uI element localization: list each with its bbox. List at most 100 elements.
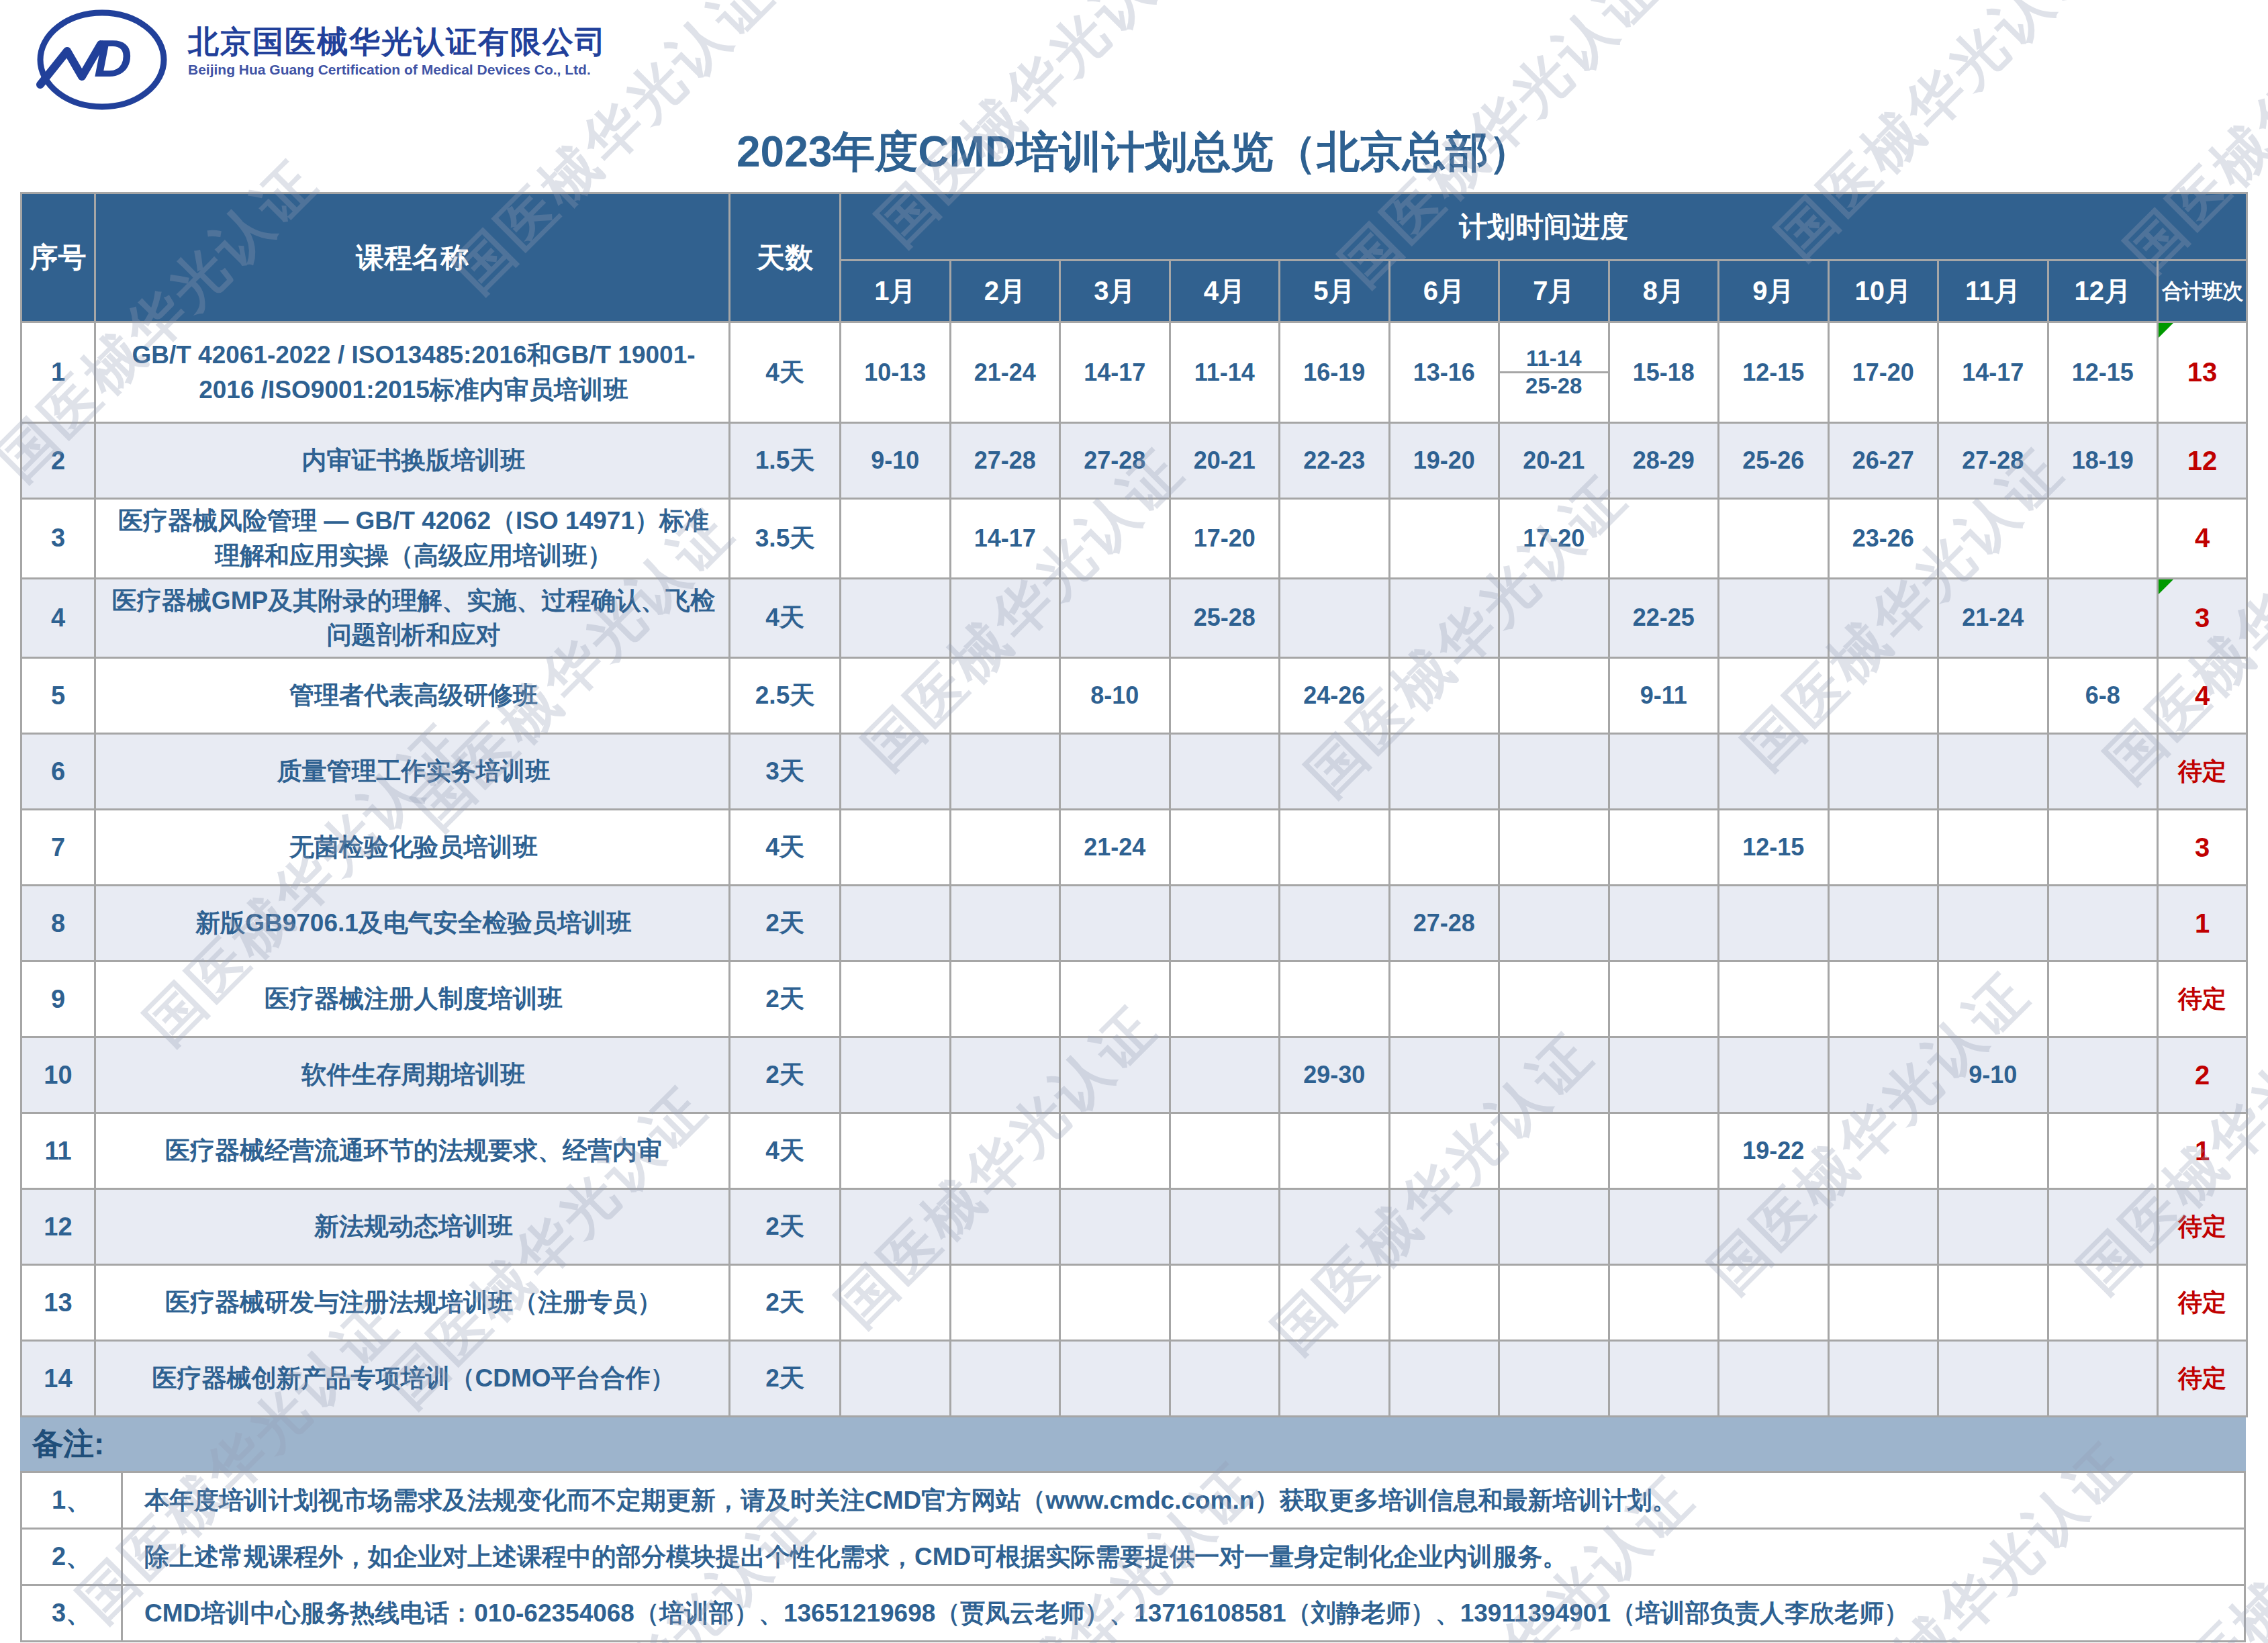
month-schedule-cell	[1719, 1189, 1829, 1265]
month-schedule-cell	[2048, 578, 2158, 658]
month-schedule-cell	[1060, 961, 1170, 1037]
month-schedule-cell: 14-17	[1060, 322, 1170, 423]
month-schedule-cell	[1938, 658, 2048, 734]
course-name-cell: 医疗器械经营流通环节的法规要求、经营内审	[95, 1113, 730, 1189]
month-schedule-cell	[1280, 1189, 1390, 1265]
month-schedule-cell: 9-10	[1938, 1037, 2048, 1113]
month-schedule-cell	[1938, 1113, 2048, 1189]
month-schedule-cell: 14-17	[950, 499, 1060, 579]
month-schedule-cell	[2048, 499, 2158, 579]
month-schedule-cell: 21-24	[1060, 810, 1170, 886]
month-schedule-cell	[1170, 1037, 1280, 1113]
month-schedule-cell	[1828, 1189, 1938, 1265]
header-month-2: 2月	[950, 261, 1060, 322]
days-cell: 2.5天	[730, 658, 841, 734]
header-month-4: 4月	[1170, 261, 1280, 322]
row-index-cell: 2	[21, 423, 95, 499]
month-schedule-cell	[1389, 499, 1499, 579]
month-schedule-cell	[1280, 886, 1390, 961]
month-schedule-cell	[1938, 1341, 2048, 1417]
row-index-cell: 9	[21, 961, 95, 1037]
month-schedule-cell	[1170, 1341, 1280, 1417]
company-name-en: Beijing Hua Guang Certification of Medic…	[188, 62, 607, 78]
total-sessions-cell: 待定	[2158, 1341, 2247, 1417]
table-row: 3医疗器械风险管理 — GB/T 42062（ISO 14971）标准理解和应用…	[21, 499, 2247, 579]
month-schedule-cell	[1060, 734, 1170, 810]
course-name-cell: 内审证书换版培训班	[95, 423, 730, 499]
month-schedule-cell: 14-17	[1938, 322, 2048, 423]
days-cell: 2天	[730, 1189, 841, 1265]
month-schedule-cell	[1389, 1341, 1499, 1417]
notes-table: 1、 本年度培训计划视市场需求及法规变化而不定期更新，请及时关注CMD官方网站（…	[20, 1471, 2246, 1642]
month-schedule-cell	[2048, 1189, 2158, 1265]
company-name-cn: 北京国医械华光认证有限公司	[188, 24, 607, 60]
month-schedule-cell	[950, 578, 1060, 658]
course-name-cell: 管理者代表高级研修班	[95, 658, 730, 734]
header-index: 序号	[21, 193, 95, 322]
month-schedule-cell	[1280, 1265, 1390, 1341]
month-schedule-cell	[1499, 1265, 1609, 1341]
month-schedule-cell	[1060, 499, 1170, 579]
month-schedule-cell	[2048, 810, 2158, 886]
total-sessions-cell: 待定	[2158, 961, 2247, 1037]
month-schedule-cell: 9-11	[1609, 658, 1719, 734]
total-sessions-cell: 12	[2158, 423, 2247, 499]
month-schedule-cell	[1060, 886, 1170, 961]
month-schedule-cell	[1389, 734, 1499, 810]
month-schedule-cell	[1499, 734, 1609, 810]
row-index-cell: 5	[21, 658, 95, 734]
header-schedule: 计划时间进度	[841, 193, 2247, 261]
month-schedule-cell: 19-22	[1719, 1113, 1829, 1189]
month-schedule-cell	[950, 658, 1060, 734]
course-name-cell: 新版GB9706.1及电气安全检验员培训班	[95, 886, 730, 961]
month-schedule-cell	[1060, 1037, 1170, 1113]
days-cell: 4天	[730, 322, 841, 423]
month-schedule-cell	[1060, 1189, 1170, 1265]
month-schedule-cell: 24-26	[1280, 658, 1390, 734]
table-row: 10软件生存周期培训班2天29-309-102	[21, 1037, 2247, 1113]
month-schedule-cell: 17-20	[1828, 322, 1938, 423]
green-corner-marker-icon	[2159, 579, 2173, 594]
total-sessions-cell: 2	[2158, 1037, 2247, 1113]
month-schedule-cell: 17-20	[1499, 499, 1609, 579]
month-schedule-cell: 21-24	[1938, 578, 2048, 658]
month-schedule-cell	[1609, 1189, 1719, 1265]
month-schedule-cell	[1499, 1037, 1609, 1113]
month-schedule-cell	[841, 886, 951, 961]
note-text: 除上述常规课程外，如企业对上述课程中的部分模块提出个性化需求，CMD可根据实际需…	[122, 1529, 2245, 1585]
table-row: 7无菌检验化验员培训班4天21-2412-153	[21, 810, 2247, 886]
month-schedule-cell: 29-30	[1280, 1037, 1390, 1113]
course-name-cell: 医疗器械注册人制度培训班	[95, 961, 730, 1037]
month-schedule-cell	[1938, 1265, 2048, 1341]
days-cell: 1.5天	[730, 423, 841, 499]
course-name-cell: 医疗器械GMP及其附录的理解、实施、过程确认、飞检问题剖析和应对	[95, 578, 730, 658]
total-sessions-cell: 4	[2158, 499, 2247, 579]
days-cell: 2天	[730, 886, 841, 961]
month-schedule-cell: 25-28	[1170, 578, 1280, 658]
month-schedule-cell	[950, 961, 1060, 1037]
course-name-cell: 医疗器械创新产品专项培训（CDMO平台合作）	[95, 1341, 730, 1417]
days-cell: 2天	[730, 961, 841, 1037]
note-row: 2、 除上述常规课程外，如企业对上述课程中的部分模块提出个性化需求，CMD可根据…	[21, 1529, 2245, 1585]
month-schedule-cell	[1389, 1113, 1499, 1189]
month-schedule-cell	[1609, 1265, 1719, 1341]
header-month-6: 6月	[1389, 261, 1499, 322]
green-corner-marker-icon	[2159, 323, 2173, 338]
month-schedule-cell	[841, 961, 951, 1037]
month-schedule-cell: 13-16	[1389, 322, 1499, 423]
month-schedule-cell	[1828, 1113, 1938, 1189]
month-schedule-cell	[1499, 886, 1609, 961]
page: { "logo": { "monogram": "MD", "company_c…	[0, 0, 2268, 1643]
month-schedule-cell	[841, 1265, 951, 1341]
month-schedule-cell	[1938, 499, 2048, 579]
month-schedule-cell	[1719, 1037, 1829, 1113]
table-row: 12新法规动态培训班2天待定	[21, 1189, 2247, 1265]
row-index-cell: 3	[21, 499, 95, 579]
month-schedule-cell	[841, 734, 951, 810]
header-month-5: 5月	[1280, 261, 1390, 322]
month-schedule-cell	[950, 1341, 1060, 1417]
month-schedule-cell	[1938, 810, 2048, 886]
month-schedule-cell	[1609, 886, 1719, 961]
total-sessions-cell: 3	[2158, 810, 2247, 886]
row-index-cell: 6	[21, 734, 95, 810]
